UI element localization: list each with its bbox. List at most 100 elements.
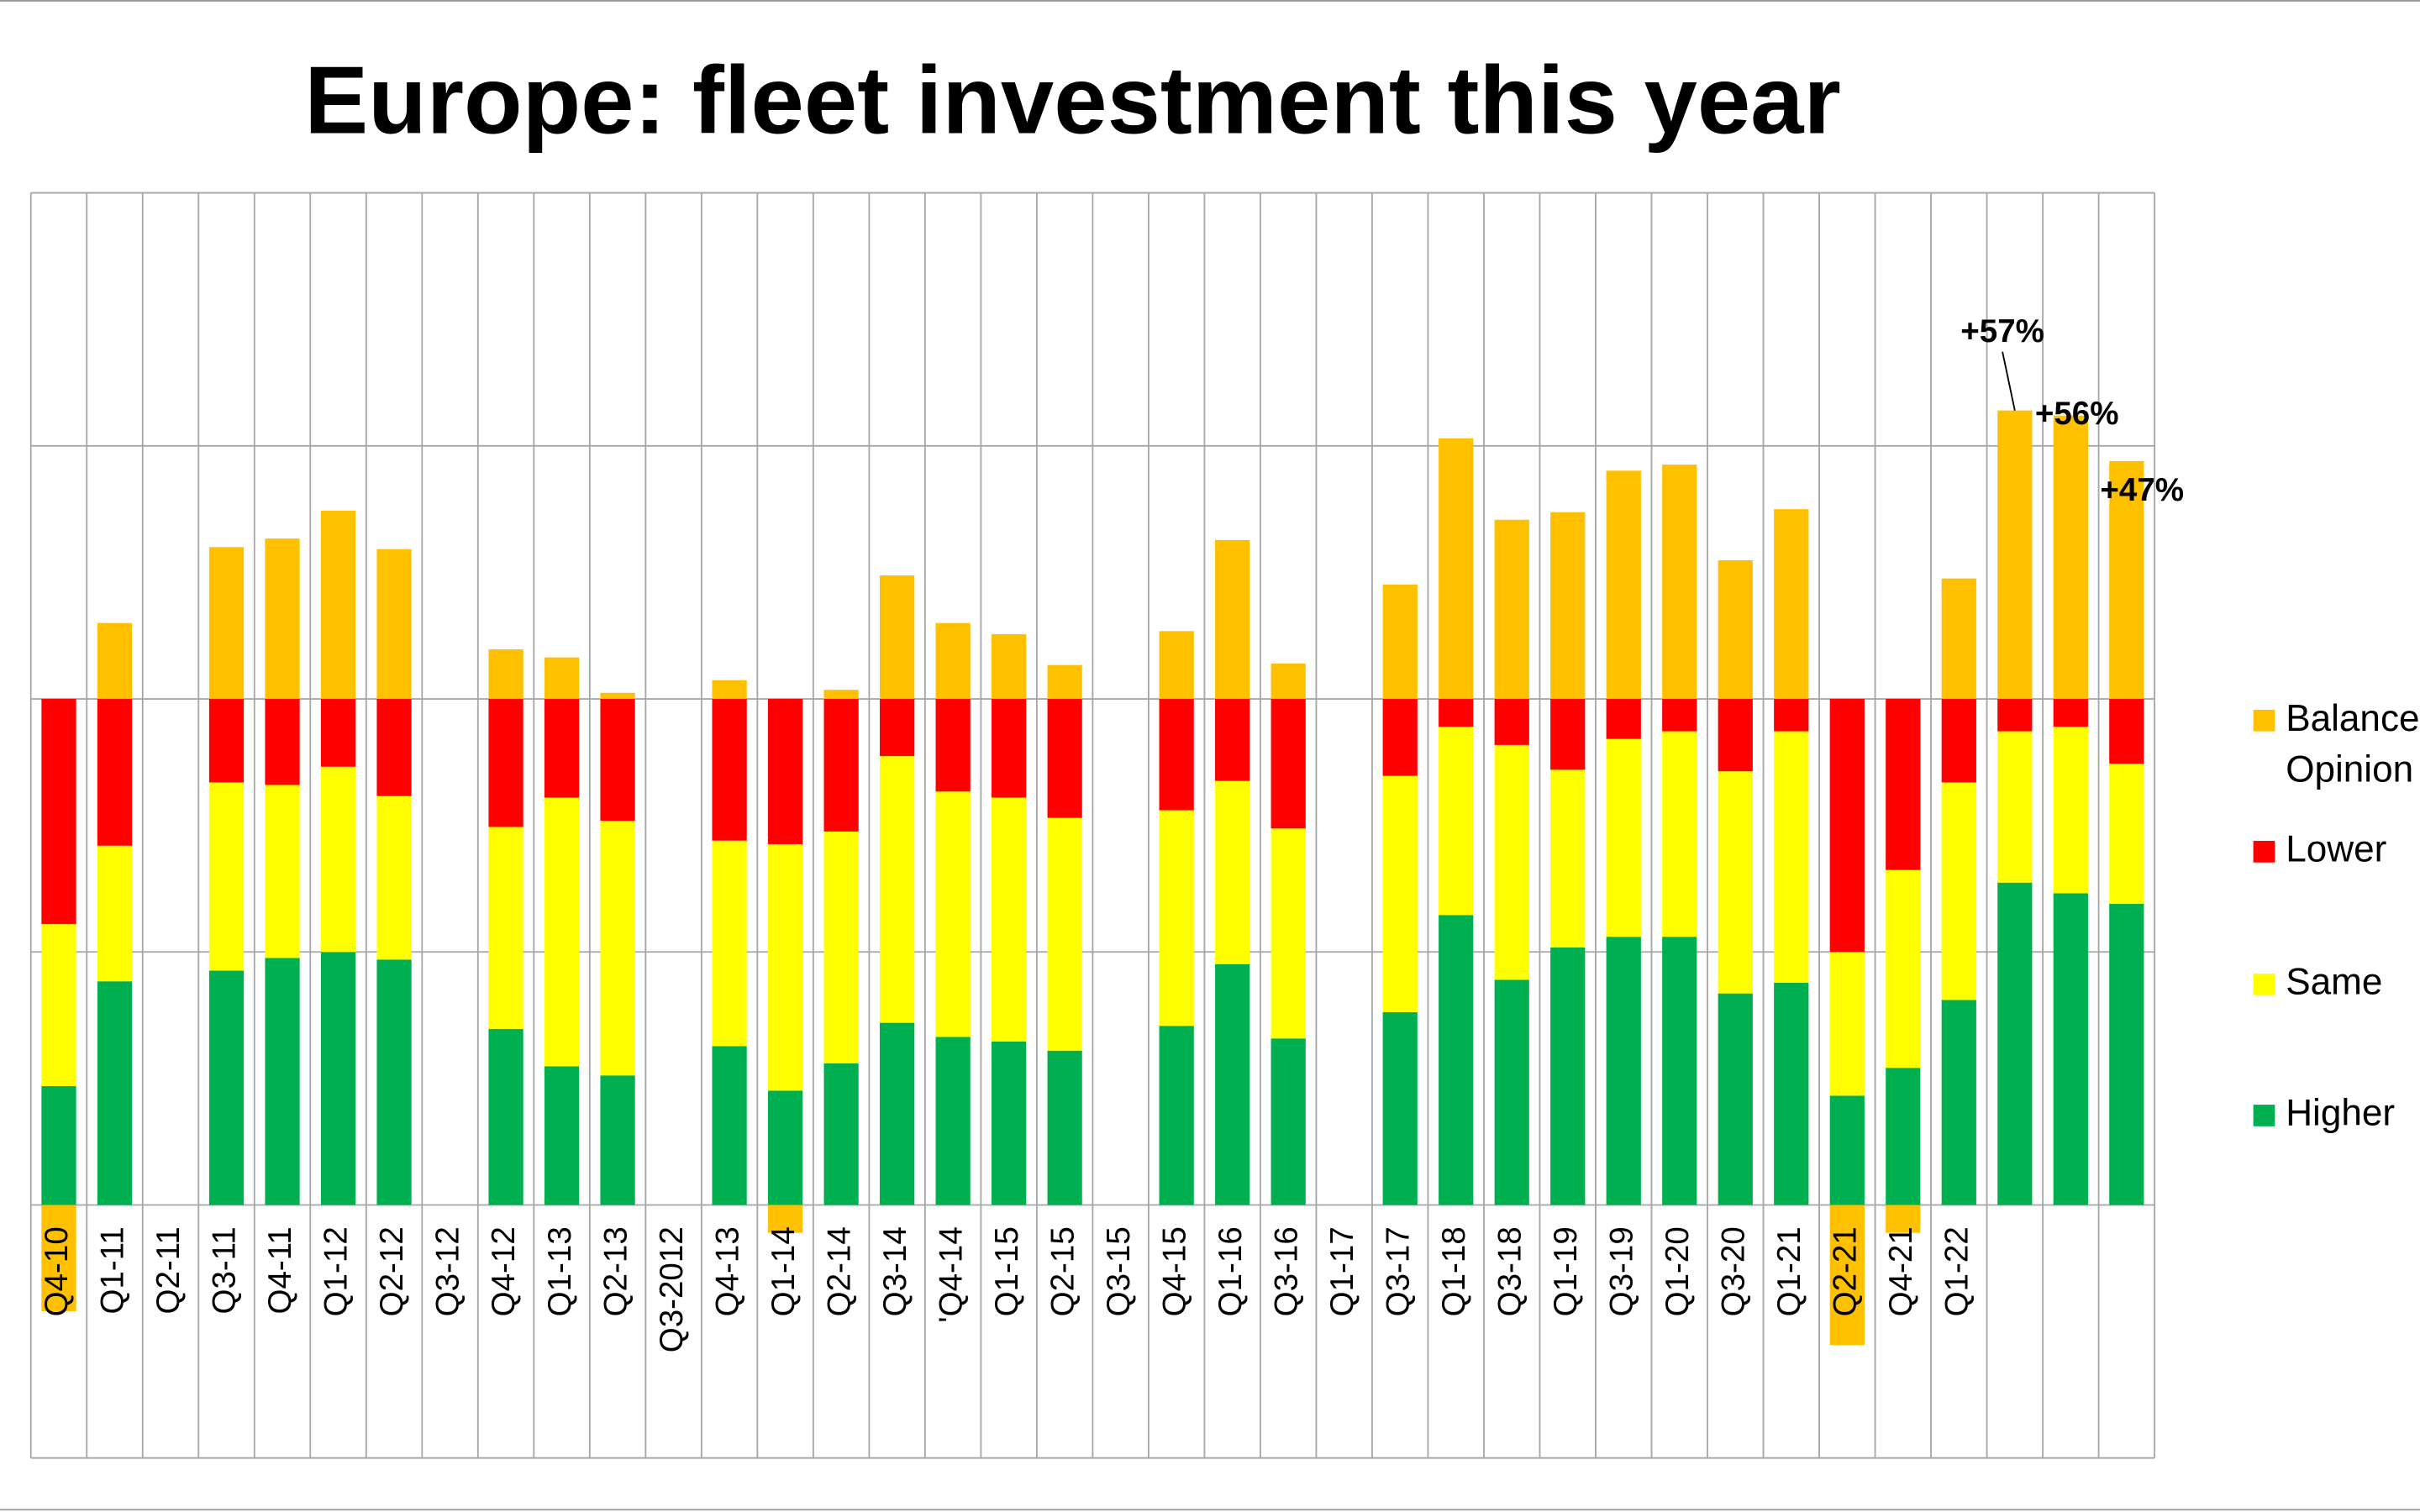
bar-segment [2109, 904, 2144, 1205]
bar-segment [1550, 947, 1586, 1205]
bar-segment [41, 924, 76, 1086]
balance-bar [1159, 631, 1194, 700]
balance-bar [1662, 465, 1697, 700]
bar-segment [320, 766, 356, 953]
bar-segment [1774, 983, 1809, 1205]
bar-segment [1439, 727, 1474, 916]
bar-segment [1662, 731, 1697, 937]
bar-segment [2053, 893, 2088, 1205]
bar-segment [1047, 699, 1082, 818]
legend-label: Same [2286, 961, 2382, 1002]
legend-label: Lower [2286, 829, 2386, 870]
balance-bar [1718, 559, 1753, 700]
x-tick-label: Q1-21 [1771, 1226, 1807, 1316]
bar-segment [823, 1063, 859, 1205]
bar-segment [1382, 699, 1418, 776]
x-tick-label: Q4-11 [262, 1226, 298, 1314]
balance-bar [880, 575, 915, 700]
balance-bar [208, 547, 245, 700]
x-tick-label: Q1-20 [1660, 1226, 1696, 1316]
bar-segment [488, 1028, 523, 1205]
x-tick-label: Q3-11 [207, 1226, 243, 1314]
bar-segment [41, 1085, 76, 1205]
balance-bar [1550, 512, 1586, 700]
x-tick-label: Q1-13 [542, 1226, 578, 1316]
bar-segment [265, 958, 300, 1205]
balance-bar [544, 657, 580, 700]
bar-segment [1159, 699, 1194, 811]
bar-segment [600, 1075, 635, 1205]
bar-segment [1941, 782, 1976, 1000]
bar-segment [1718, 699, 1753, 772]
x-tick-label: Q4-13 [709, 1226, 745, 1316]
bar-segment [1439, 699, 1474, 727]
bar-segment [1270, 828, 1306, 1039]
x-tick-label: Q1-17 [1324, 1226, 1360, 1316]
balance-bar [265, 538, 300, 700]
bar-segment [1606, 699, 1641, 739]
balance-bar [1494, 519, 1529, 700]
balance-bar [1997, 410, 2033, 700]
bar-segment [1494, 979, 1529, 1205]
data-label: +47% [2100, 472, 2184, 508]
bar-segment [880, 699, 915, 757]
data-label: +57% [1960, 313, 2044, 349]
balance-bar [600, 692, 635, 700]
balance-bar [1382, 584, 1418, 700]
bar-segment [1215, 963, 1250, 1205]
bar-segment [1382, 775, 1418, 1012]
x-tick-label: Q1-18 [1436, 1226, 1472, 1316]
balance-bar [1886, 1205, 1921, 1233]
x-tick-label: Q4-10 [39, 1226, 75, 1316]
bar-segment [1662, 699, 1697, 732]
x-tick-label: Q2-21 [1827, 1226, 1863, 1316]
balance-bar [1941, 578, 1976, 700]
balance-bar [767, 1205, 803, 1233]
x-tick-label: Q2-13 [597, 1226, 634, 1316]
bar-segment [1606, 738, 1641, 937]
bar-segment [1941, 1000, 1976, 1205]
balance-bar [1774, 509, 1809, 700]
x-tick-label: Q1-14 [765, 1226, 802, 1316]
bar-segment [208, 699, 245, 783]
balance-bar [320, 510, 356, 700]
x-tick-label: Q3-18 [1491, 1226, 1528, 1316]
x-tick-label: 'Q4-14 [933, 1226, 969, 1323]
bar-segment [1997, 699, 2033, 732]
bar-segment [544, 797, 580, 1067]
bar-segment [1662, 937, 1697, 1205]
bar-segment [1047, 817, 1082, 1051]
bar-segment [600, 699, 635, 822]
bar-segment [767, 699, 803, 844]
bar-segment [1550, 769, 1586, 948]
bar-segment [320, 699, 356, 767]
bar-segment [1382, 1011, 1418, 1205]
chart-title: Europe: fleet investment this year [304, 48, 1841, 155]
x-tick-label: Q4-15 [1156, 1226, 1192, 1316]
bar-segment [320, 952, 356, 1205]
bar-segment [2109, 764, 2144, 905]
bar-segment [208, 970, 245, 1205]
x-tick-label: Q2-14 [821, 1226, 857, 1316]
bar-segment [2109, 699, 2144, 764]
x-tick-label: Q1-19 [1548, 1226, 1584, 1316]
bar-segment [600, 821, 635, 1076]
bar-segment [1270, 699, 1306, 829]
legend-swatch [2253, 973, 2275, 995]
bar-segment [208, 782, 245, 971]
balance-bar [992, 633, 1027, 700]
x-tick-label: Q3-12 [430, 1226, 466, 1316]
bar-segment [376, 795, 412, 960]
bar-segment [935, 1037, 971, 1205]
bar-segment [1494, 699, 1529, 745]
balance-bar [1606, 470, 1641, 700]
bar-segment [376, 959, 412, 1205]
x-tick-label: Q1-15 [989, 1226, 1025, 1316]
balance-bar [488, 649, 523, 700]
balance-bar [2109, 460, 2144, 700]
bar-segment [992, 797, 1027, 1042]
legend-swatch [2253, 1105, 2275, 1126]
bar-segment [935, 791, 971, 1037]
bar-segment [992, 699, 1027, 798]
bar-segment [823, 699, 859, 832]
